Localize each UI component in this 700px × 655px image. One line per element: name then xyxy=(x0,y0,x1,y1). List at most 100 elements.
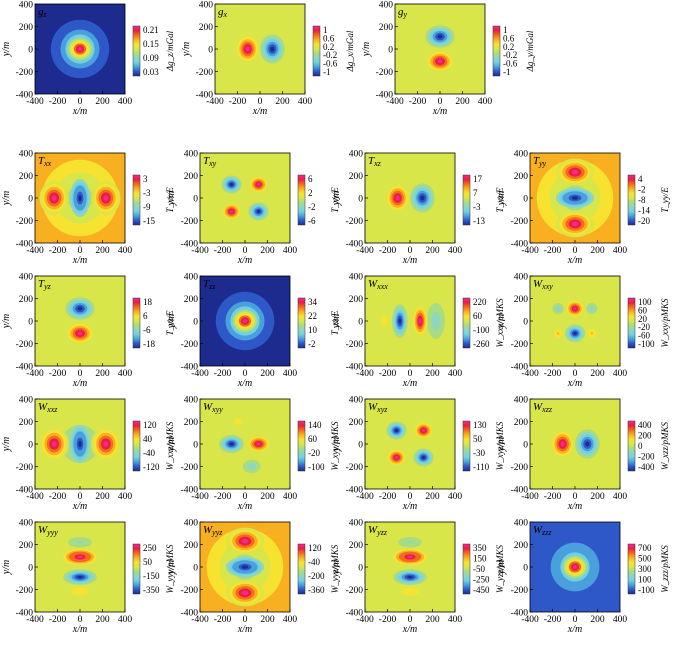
y-tick-label: -200 xyxy=(16,586,34,596)
panel-label-subscript: xzz xyxy=(541,405,553,414)
heatmap-background xyxy=(200,153,290,243)
panel-txy: Txy -400 -200 0 200 400 400 200 0 -200 -400 x/m y/m 6… xyxy=(166,150,340,267)
x-tick-label: -200 xyxy=(214,492,232,502)
colorbar-tick-label: -100 xyxy=(638,339,655,349)
colorbar-label: W_xxy/pMKS xyxy=(660,298,670,347)
y-tick-label: -400 xyxy=(181,363,199,373)
colorbar-label: W_xxz/pMKS xyxy=(165,421,175,470)
colorbar-tick-label: -60 xyxy=(638,331,650,341)
panel-wxxy: Wxxy -400 -200 0 200 400 400 200 0 -200 -400 x/m y/m… xyxy=(496,273,670,390)
panel-wxyz: Wxyz -400 -200 0 200 400 400 200 0 -200 -400 x/m y/m… xyxy=(331,396,505,513)
anomaly-side-c-ring-6 xyxy=(557,307,560,310)
x-tick-label: 200 xyxy=(260,369,275,379)
colorbar-label: Δg_x/mGal xyxy=(345,30,355,72)
x-tick-label: -200 xyxy=(214,369,232,379)
colorbar-tick-label: 120 xyxy=(143,420,157,430)
y-tick-label: 200 xyxy=(184,295,199,305)
y-tick-label: 400 xyxy=(349,150,364,160)
x-tick-label: 0 xyxy=(243,369,248,379)
x-tick-label: 400 xyxy=(613,369,628,379)
colorbar-tick-label: -150 xyxy=(143,571,160,581)
y-axis-label: y/m xyxy=(496,314,507,329)
colorbar xyxy=(297,174,306,226)
y-tick-label: -200 xyxy=(511,463,529,473)
y-tick-label: -200 xyxy=(181,217,199,227)
y-axis-label: y/m xyxy=(166,560,177,575)
x-tick-label: 0 xyxy=(408,492,413,502)
y-tick-label: 400 xyxy=(514,519,529,529)
anomaly-outer-top-ring-6 xyxy=(407,540,413,544)
panel-label-base: W xyxy=(533,524,543,536)
anomaly-outer-right-ring-6 xyxy=(434,318,438,324)
panel-label-subscript: zzz xyxy=(541,528,552,537)
y-tick-label: -200 xyxy=(16,217,34,227)
anomaly-center-ring-6 xyxy=(78,440,82,448)
colorbar xyxy=(132,174,141,226)
y-tick-label: 200 xyxy=(349,418,364,428)
colorbar-label: T_xz/E xyxy=(495,187,505,213)
y-tick-label: -400 xyxy=(511,240,529,250)
panel-label: gz xyxy=(38,6,48,19)
x-axis-label: x/m xyxy=(567,255,582,266)
panel-label-subscript: zz xyxy=(208,282,216,291)
colorbar-tick-label: 220 xyxy=(473,297,487,307)
y-tick-label: 200 xyxy=(184,418,199,428)
colorbar-label: T_xy/E xyxy=(330,187,340,213)
anomaly-top-lobe-ring-6 xyxy=(241,538,249,544)
x-tick-label: 200 xyxy=(95,615,110,625)
colorbar-tick-label: -1 xyxy=(323,67,331,77)
x-tick-label: -200 xyxy=(229,97,247,107)
anomaly-negative-ring-6 xyxy=(585,441,590,447)
y-axis-label: y/m xyxy=(496,437,507,452)
colorbar-tick-label: -2 xyxy=(308,202,316,212)
panel-label: Tzz xyxy=(203,278,216,291)
y-tick-label: 400 xyxy=(19,273,34,283)
x-tick-label: 200 xyxy=(590,246,605,256)
y-tick-label: -400 xyxy=(511,486,529,496)
heatmap-field xyxy=(365,399,455,489)
heatmap-field xyxy=(200,522,290,612)
y-tick-label: 400 xyxy=(514,396,529,406)
x-tick-label: 200 xyxy=(590,615,605,625)
x-axis-label: x/m xyxy=(402,378,417,389)
colorbar-tick-label: -20 xyxy=(638,216,650,226)
anomaly-outer-bottom-ring-6 xyxy=(77,590,83,594)
colorbar-tick-label: -0.2 xyxy=(503,50,517,60)
colorbar-label: W_xyz/pMKS xyxy=(495,421,505,470)
x-tick-label: 0 xyxy=(78,369,83,379)
panel-label: Wxxx xyxy=(368,278,388,291)
y-tick-label: 400 xyxy=(19,519,34,529)
y-axis-label: y/m xyxy=(166,314,177,329)
x-tick-label: 400 xyxy=(118,97,133,107)
colorbar-tick-label: 50 xyxy=(143,557,153,567)
panel-wxxx: Wxxx -400 -200 0 200 400 400 200 0 -200 -400 x/m y/m… xyxy=(331,273,505,390)
x-tick-label: 200 xyxy=(95,97,110,107)
colorbar-tick-label: 0 xyxy=(638,441,643,451)
panel-label-base: W xyxy=(368,278,378,290)
x-tick-label: 0 xyxy=(438,97,443,107)
x-tick-label: -200 xyxy=(544,246,562,256)
x-tick-label: -400 xyxy=(26,246,44,256)
anomaly-top-lobe-ring-6 xyxy=(571,169,579,175)
colorbar-tick-label: 22 xyxy=(308,311,317,321)
colorbar-tick-label: 140 xyxy=(308,420,322,430)
colorbar xyxy=(132,543,141,595)
anomaly-q2-ring-6 xyxy=(256,183,261,186)
y-tick-label: 0 xyxy=(28,564,33,574)
colorbar-label: W_yyy/pMKS xyxy=(165,544,175,593)
x-tick-label: 400 xyxy=(283,246,298,256)
colorbar xyxy=(132,420,141,472)
colorbar-label: W_zzz/pMKS xyxy=(660,545,670,593)
panel-tzz: Tzz -400 -200 0 200 400 400 200 0 -200 -400 x/m y/m 3… xyxy=(166,273,340,390)
x-tick-label: 0 xyxy=(408,369,413,379)
panel-wxzz: Wxzz-400 -200 0 200 4004002000-200-400x/my/m… xyxy=(496,396,670,513)
panel-label-base: g xyxy=(218,6,224,18)
y-axis-label: y/m xyxy=(496,191,507,206)
y-axis-label: y/m xyxy=(166,191,177,206)
anomaly-inner-right-ring-6 xyxy=(418,318,422,324)
anomaly-negative-ring-6 xyxy=(270,46,275,52)
panel-label-subscript: xz xyxy=(373,159,382,168)
y-tick-label: -400 xyxy=(16,91,34,101)
y-tick-label: 200 xyxy=(514,295,529,305)
y-tick-label: -200 xyxy=(346,463,364,473)
